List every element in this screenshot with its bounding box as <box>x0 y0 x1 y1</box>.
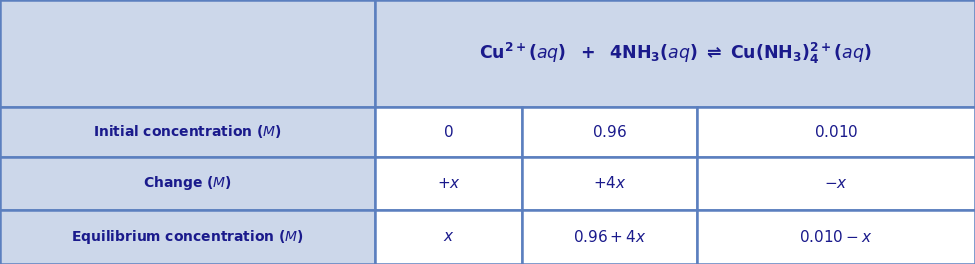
FancyBboxPatch shape <box>375 107 522 157</box>
FancyBboxPatch shape <box>375 210 522 264</box>
FancyBboxPatch shape <box>0 107 375 157</box>
FancyBboxPatch shape <box>375 0 975 107</box>
Text: $\mathbf{Initial\ concentration\ (\mathit{M})}$: $\mathbf{Initial\ concentration\ (\mathi… <box>94 124 282 140</box>
Text: $\mathbf{Change\ (\mathit{M})}$: $\mathbf{Change\ (\mathit{M})}$ <box>143 175 232 192</box>
FancyBboxPatch shape <box>697 107 975 157</box>
FancyBboxPatch shape <box>697 210 975 264</box>
Text: $0$: $0$ <box>444 124 453 140</box>
Text: $-x$: $-x$ <box>824 176 848 191</box>
Text: $0.010$: $0.010$ <box>814 124 858 140</box>
FancyBboxPatch shape <box>0 157 375 210</box>
Text: $\mathbf{Equilibrium\ concentration\ (\mathit{M})}$: $\mathbf{Equilibrium\ concentration\ (\m… <box>71 228 304 246</box>
FancyBboxPatch shape <box>522 107 697 157</box>
FancyBboxPatch shape <box>0 210 375 264</box>
Text: $x$: $x$ <box>443 229 454 244</box>
FancyBboxPatch shape <box>0 0 375 107</box>
Text: $+4x$: $+4x$ <box>593 176 626 191</box>
FancyBboxPatch shape <box>522 210 697 264</box>
Text: $+x$: $+x$ <box>437 176 460 191</box>
FancyBboxPatch shape <box>522 157 697 210</box>
FancyBboxPatch shape <box>375 157 522 210</box>
Text: $0.96$: $0.96$ <box>592 124 627 140</box>
Text: $0.96 + 4x$: $0.96 + 4x$ <box>572 229 646 245</box>
FancyBboxPatch shape <box>697 157 975 210</box>
Text: $\bf{Cu^{2+}}$$\bf{(\mathit{aq})}$$\bf{\ \ +\ \ 4NH_3(\mathit{aq})\ \rightleftha: $\bf{Cu^{2+}}$$\bf{(\mathit{aq})}$$\bf{\… <box>479 41 872 66</box>
Text: $0.010 - x$: $0.010 - x$ <box>800 229 873 245</box>
